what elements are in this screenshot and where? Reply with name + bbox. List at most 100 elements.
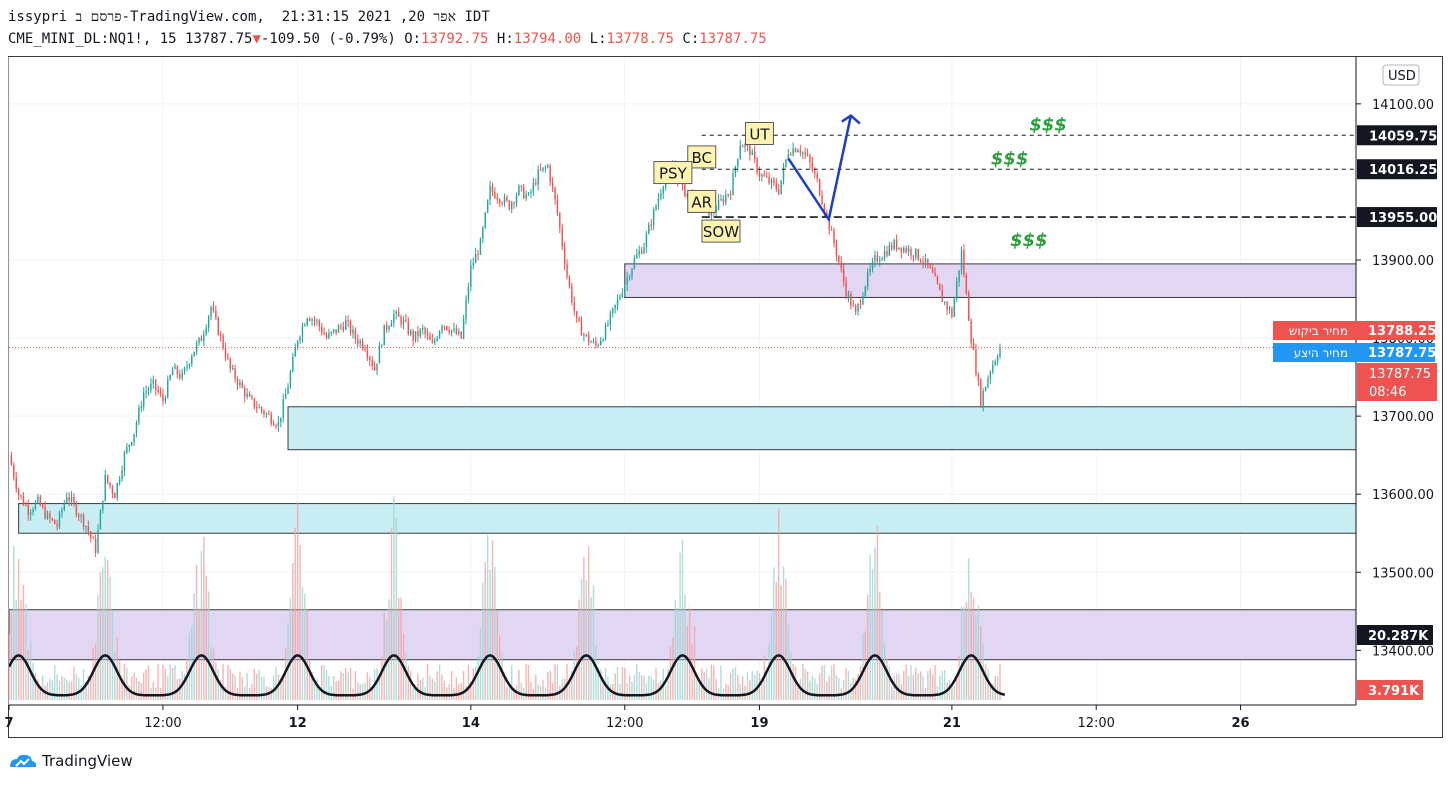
volume-bar bbox=[27, 649, 29, 700]
volume-bar bbox=[25, 604, 27, 700]
candle-body bbox=[794, 148, 797, 153]
wyckoff-box bbox=[653, 161, 693, 185]
candle-body bbox=[900, 247, 903, 253]
volume-bar bbox=[879, 591, 881, 700]
volume-bar bbox=[357, 682, 359, 700]
volume-bar bbox=[729, 673, 732, 700]
down-triangle-icon: ▼ bbox=[252, 31, 261, 47]
volume-bar bbox=[775, 582, 778, 700]
volume-bar bbox=[624, 668, 626, 700]
candle-body bbox=[402, 319, 405, 325]
candle-body bbox=[248, 393, 251, 397]
volume-bar bbox=[337, 680, 340, 700]
candle-body bbox=[749, 145, 751, 156]
candle-body bbox=[919, 259, 922, 262]
volume-bar bbox=[847, 670, 850, 700]
volume-bar bbox=[222, 664, 224, 700]
volume-bar bbox=[203, 536, 205, 700]
volume-bar bbox=[407, 665, 410, 700]
volume-bar bbox=[638, 672, 640, 700]
volume-bar bbox=[727, 685, 729, 700]
candle-body bbox=[284, 393, 287, 400]
volume-bar bbox=[140, 682, 143, 700]
dollar-label: $$$ bbox=[991, 149, 1029, 170]
volume-bar bbox=[881, 611, 883, 700]
volume-bar bbox=[111, 610, 114, 700]
footer[interactable]: TradingView bbox=[8, 752, 133, 770]
candle-body bbox=[215, 310, 217, 318]
candle-body bbox=[70, 496, 73, 501]
volume-bar bbox=[648, 675, 650, 700]
candle-body bbox=[568, 276, 571, 286]
volume-bar bbox=[138, 681, 140, 700]
volume-bar bbox=[63, 677, 66, 700]
candle-body bbox=[169, 375, 171, 380]
candle-body bbox=[145, 391, 147, 393]
candle-body bbox=[489, 185, 491, 201]
candle-body bbox=[544, 167, 547, 169]
candle-body bbox=[41, 505, 44, 507]
level-label: 13955.00 bbox=[1369, 211, 1437, 226]
candle-body bbox=[960, 250, 963, 271]
ask-bg bbox=[1273, 321, 1435, 340]
volume-bar bbox=[94, 643, 97, 700]
candle-body bbox=[506, 197, 508, 201]
candle-body bbox=[246, 393, 248, 397]
candle-body bbox=[746, 144, 749, 146]
candle-body bbox=[253, 398, 256, 408]
volume-bar bbox=[82, 669, 85, 700]
candle-body bbox=[17, 489, 20, 496]
candle-body bbox=[301, 325, 304, 338]
candle-body bbox=[210, 306, 212, 317]
candle-body bbox=[395, 311, 397, 314]
candle-body bbox=[614, 304, 616, 309]
volume-bar bbox=[886, 658, 888, 700]
candle-body bbox=[258, 407, 260, 409]
candle-body bbox=[931, 268, 934, 273]
candle-body bbox=[179, 374, 181, 379]
volume-bar bbox=[737, 674, 739, 700]
volume-bar bbox=[566, 663, 568, 700]
volume-bar bbox=[708, 677, 710, 700]
candle-body bbox=[539, 169, 542, 171]
volume-bar bbox=[590, 596, 592, 700]
candle-body bbox=[554, 187, 556, 200]
volume-bar bbox=[174, 665, 176, 700]
volume-bar bbox=[720, 665, 722, 700]
ask-label: מחיר ביקוש bbox=[1289, 324, 1348, 338]
volume-bar bbox=[333, 676, 335, 700]
candle-body bbox=[275, 425, 277, 427]
candle-body bbox=[328, 333, 330, 339]
candle-body bbox=[785, 159, 787, 167]
volume-bar bbox=[585, 580, 588, 700]
candle-body bbox=[335, 329, 337, 333]
volume-bar bbox=[489, 569, 491, 700]
volume-bar bbox=[806, 671, 809, 700]
volume-bar bbox=[15, 599, 17, 700]
volume-bar bbox=[845, 668, 847, 700]
volume-bar bbox=[227, 664, 229, 700]
high-value: 13794.00 bbox=[513, 31, 582, 47]
candle-body bbox=[720, 198, 722, 200]
candle-body bbox=[434, 340, 436, 343]
candle-body bbox=[282, 399, 284, 418]
volume-bar bbox=[833, 663, 835, 700]
candle-body bbox=[804, 152, 806, 155]
volume-bar bbox=[282, 675, 284, 700]
time-axis[interactable]: 7 12:00 12 14 12:00 19 21 12:00 26 bbox=[4, 704, 1356, 731]
volume-bar bbox=[643, 675, 645, 700]
volume-bar bbox=[342, 673, 345, 700]
candle-body bbox=[381, 345, 383, 347]
bid-bg bbox=[1273, 343, 1435, 362]
volume-bar bbox=[99, 572, 102, 700]
volume-bar bbox=[753, 674, 756, 700]
volume-bar bbox=[301, 586, 304, 700]
candle-body bbox=[898, 247, 900, 250]
candle-body bbox=[628, 277, 631, 279]
volume-bar bbox=[371, 686, 373, 700]
volume-bar bbox=[164, 668, 167, 700]
volume-bar bbox=[939, 675, 941, 700]
volume-bar bbox=[412, 687, 414, 700]
candle-body bbox=[866, 272, 869, 287]
